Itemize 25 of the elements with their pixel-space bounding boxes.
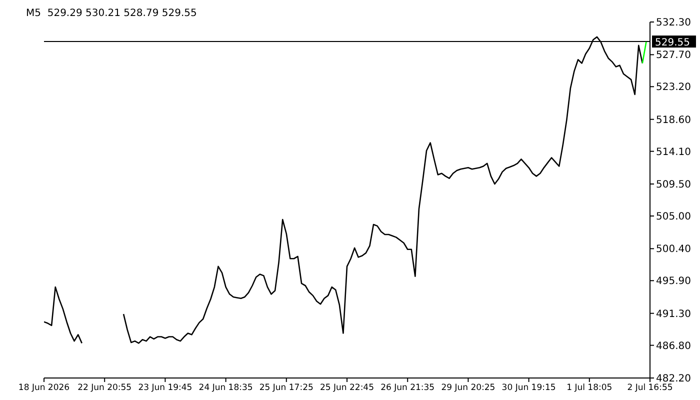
x-tick-label: 29 Jun 20:25 [441, 383, 496, 394]
x-tick-label: 1 Jul 18:05 [566, 383, 612, 394]
y-tick-label: 514.10 [656, 146, 691, 158]
y-tick-label: 491.30 [656, 308, 691, 320]
y-tick-label: 527.70 [656, 50, 691, 62]
x-tick-label: 26 Jun 21:35 [380, 383, 435, 394]
x-tick-label: 25 Jun 22:45 [320, 383, 374, 394]
chart-title: M5 529.29 530.21 528.79 529.55 [26, 8, 197, 19]
ref-line-label: 529.55 [655, 38, 690, 49]
y-tick-label: 486.80 [656, 340, 691, 352]
y-tick-label: 500.40 [656, 244, 691, 256]
y-tick-label: 482.20 [656, 374, 691, 385]
y-tick-label: 532.30 [656, 18, 691, 29]
x-tick-label: 24 Jun 18:35 [198, 383, 253, 394]
y-tick-label: 505.00 [656, 212, 691, 223]
x-tick-label: 22 Jun 20:55 [78, 383, 132, 394]
y-tick-label: 509.50 [656, 180, 691, 191]
x-tick-label: 18 Jun 2026 [18, 383, 70, 394]
x-tick-label: 25 Jun 17:25 [259, 383, 314, 394]
x-tick-label: 23 Jun 19:45 [138, 383, 192, 394]
x-tick-label: 2 Jul 16:55 [627, 383, 673, 394]
y-tick-label: 523.20 [656, 82, 691, 94]
y-tick-label: 518.60 [656, 114, 691, 126]
y-tick-label: 495.90 [656, 276, 691, 288]
x-tick-label: 30 Jun 19:15 [502, 383, 556, 394]
